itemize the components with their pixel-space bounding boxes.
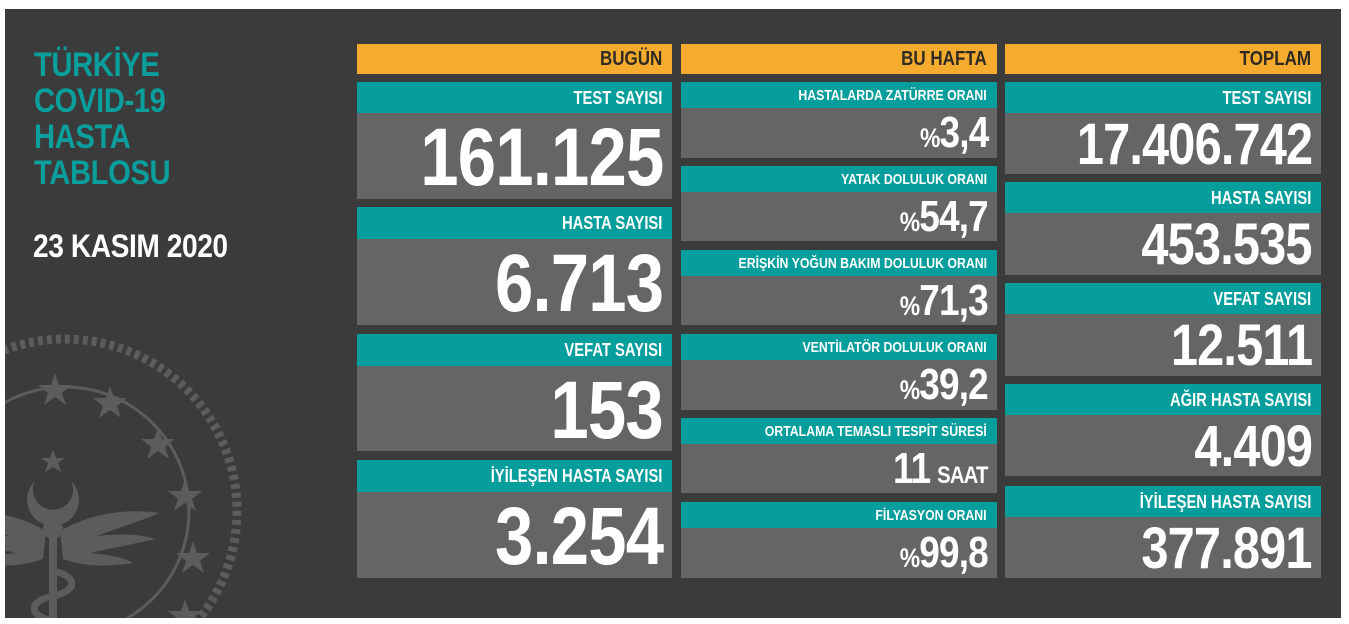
- total-test-card: TEST SAYISI 17.406.742: [1005, 82, 1321, 174]
- title-line: HASTA: [34, 118, 131, 156]
- icu-occupancy-label: ERİŞKİN YOĞUN BAKIM DOLULUK ORANI: [681, 250, 997, 276]
- today-recovered-value: 3.254: [357, 492, 672, 578]
- today-recovered-label: İYİLEŞEN HASTA SAYISI: [357, 460, 672, 492]
- today-header-label: BUGÜN: [599, 48, 662, 70]
- today-cases-card: HASTA SAYISI 6.713: [357, 207, 672, 325]
- today-deaths-label: VEFAT SAYISI: [357, 334, 672, 366]
- total-recovered-value: 377.891: [1005, 517, 1321, 578]
- total-test-value: 17.406.742: [1005, 113, 1321, 174]
- today-cases-label: HASTA SAYISI: [357, 207, 672, 239]
- today-deaths-card: VEFAT SAYISI 153: [357, 334, 672, 451]
- total-test-label: TEST SAYISI: [1005, 82, 1321, 113]
- icu-occupancy-card: ERİŞKİN YOĞUN BAKIM DOLULUK ORANI %71,3: [681, 250, 997, 325]
- filiation-rate-card: FİLYASYON ORANI %99,8: [681, 502, 997, 578]
- ventilator-occupancy-label: VENTİLATÖR DOLULUK ORANI: [681, 334, 997, 360]
- bed-occupancy-card: YATAK DOLULUK ORANI %54,7: [681, 166, 997, 241]
- filiation-rate-value: %99,8: [681, 528, 997, 578]
- pneumonia-rate-card: HASTALARDA ZATÜRRE ORANI %3,4: [681, 82, 997, 158]
- total-deaths-card: VEFAT SAYISI 12.511: [1005, 283, 1321, 376]
- total-recovered-label: İYİLEŞEN HASTA SAYISI: [1005, 486, 1321, 517]
- bed-occupancy-value: %54,7: [681, 192, 997, 241]
- today-test-label: TEST SAYISI: [357, 82, 672, 113]
- total-severe-label: AĞIR HASTA SAYISI: [1005, 384, 1321, 415]
- today-recovered-card: İYİLEŞEN HASTA SAYISI 3.254: [357, 460, 672, 578]
- total-cases-card: HASTA SAYISI 453.535: [1005, 182, 1321, 275]
- title-line: COVID-19: [34, 82, 166, 120]
- title-line: TABLOSU: [34, 154, 171, 192]
- ministry-of-health-emblem-icon: [5, 334, 242, 618]
- total-severe-value: 4.409: [1005, 415, 1321, 476]
- total-cases-value: 453.535: [1005, 213, 1321, 275]
- total-header: TOPLAM: [1005, 44, 1321, 74]
- total-deaths-label: VEFAT SAYISI: [1005, 283, 1321, 314]
- total-severe-card: AĞIR HASTA SAYISI 4.409: [1005, 384, 1321, 476]
- today-test-value: 161.125: [357, 113, 672, 199]
- total-recovered-card: İYİLEŞEN HASTA SAYISI 377.891: [1005, 486, 1321, 578]
- today-test-card: TEST SAYISI 161.125: [357, 82, 672, 199]
- this-week-header-label: BU HAFTA: [901, 48, 987, 70]
- contact-detection-time-value: 11 SAAT: [681, 444, 997, 493]
- report-date: 23 KASIM 2020: [33, 228, 228, 264]
- today-deaths-value: 153: [357, 366, 672, 451]
- pneumonia-rate-label: HASTALARDA ZATÜRRE ORANI: [681, 82, 997, 108]
- today-header: BUGÜN: [357, 44, 672, 74]
- covid-table-panel: TÜRKİYE COVID-19 HASTA TABLOSU 23 KASIM …: [5, 9, 1341, 618]
- icu-occupancy-value: %71,3: [681, 276, 997, 325]
- contact-detection-time-label: ORTALAMA TEMASLI TESPİT SÜRESİ: [681, 418, 997, 444]
- today-cases-value: 6.713: [357, 239, 672, 325]
- this-week-header: BU HAFTA: [681, 44, 997, 74]
- filiation-rate-label: FİLYASYON ORANI: [681, 502, 997, 528]
- bed-occupancy-label: YATAK DOLULUK ORANI: [681, 166, 997, 192]
- page-title: TÜRKİYE COVID-19 HASTA TABLOSU: [34, 46, 171, 192]
- ventilator-occupancy-value: %39,2: [681, 360, 997, 410]
- total-cases-label: HASTA SAYISI: [1005, 182, 1321, 213]
- pneumonia-rate-value: %3,4: [681, 108, 997, 158]
- title-line: TÜRKİYE: [34, 46, 160, 84]
- contact-detection-time-card: ORTALAMA TEMASLI TESPİT SÜRESİ 11 SAAT: [681, 418, 997, 493]
- ventilator-occupancy-card: VENTİLATÖR DOLULUK ORANI %39,2: [681, 334, 997, 410]
- total-header-label: TOPLAM: [1239, 48, 1311, 70]
- total-deaths-value: 12.511: [1005, 314, 1321, 376]
